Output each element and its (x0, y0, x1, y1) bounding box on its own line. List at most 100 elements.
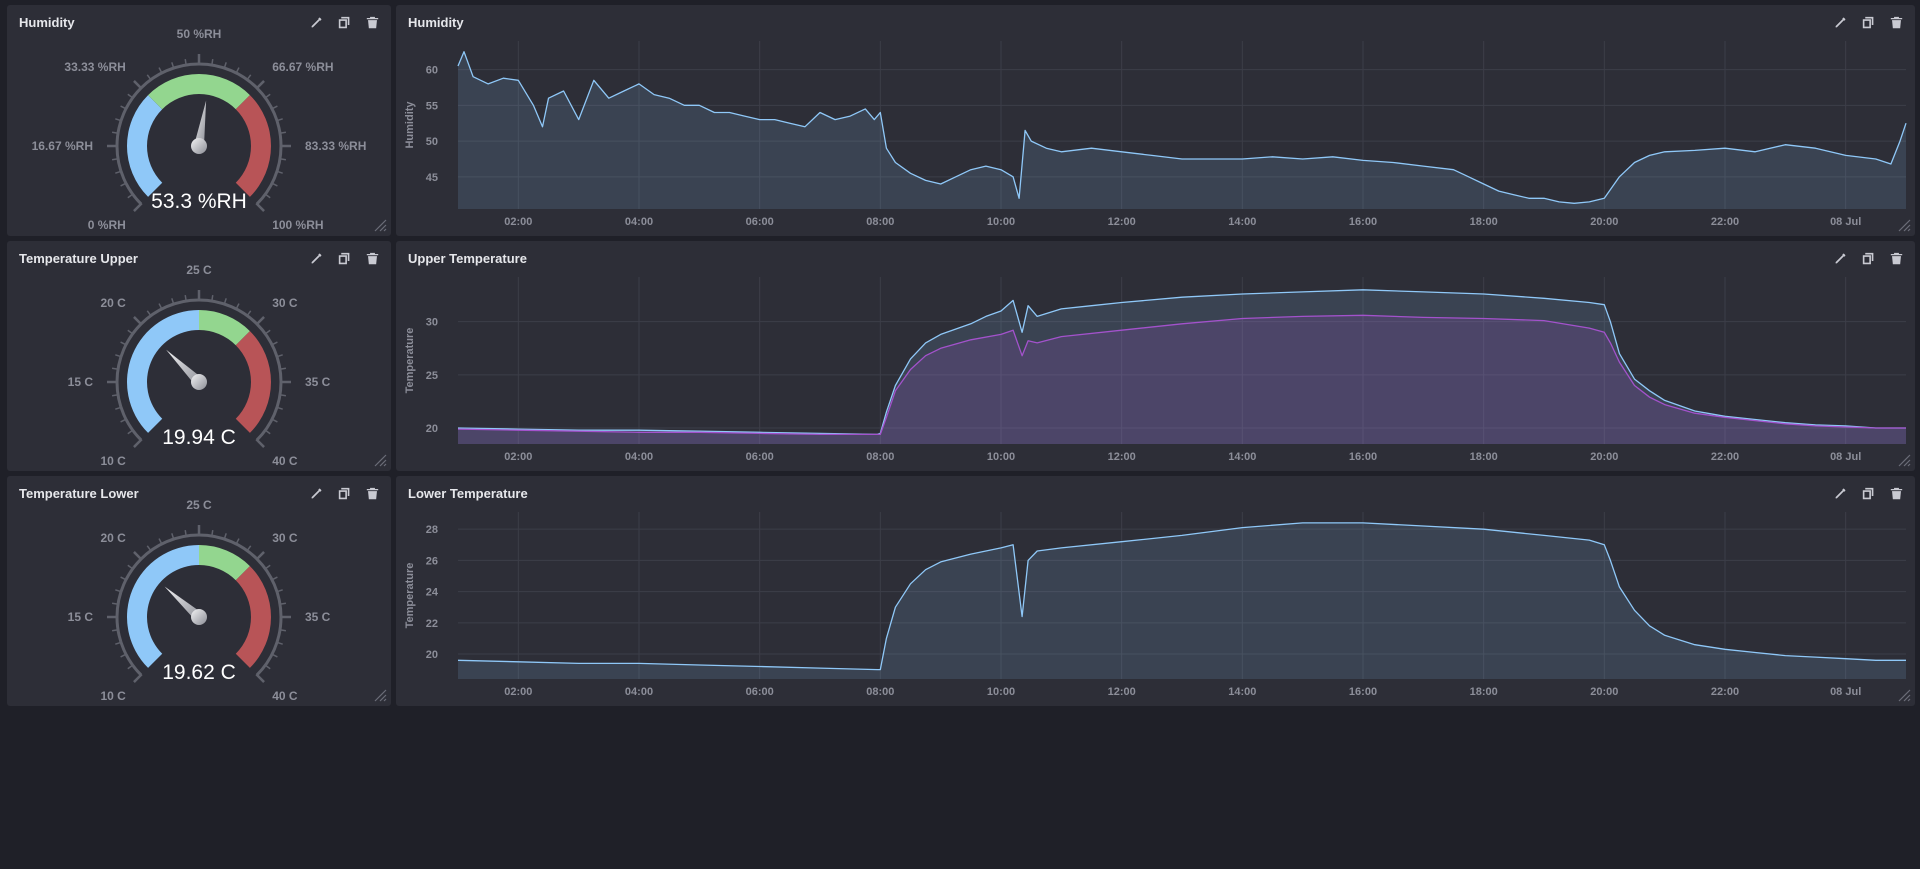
x-tick-label: 08 Jul (1830, 686, 1861, 698)
chart-grid (458, 512, 1906, 679)
x-tick-label: 10:00 (987, 451, 1015, 463)
minor-tick (223, 533, 227, 541)
gauge-band (235, 331, 271, 433)
x-tick-label: 18:00 (1470, 216, 1498, 228)
minor-tick (278, 393, 287, 397)
gauge-value: 53.3 %RH (151, 190, 247, 213)
minor-tick (184, 529, 188, 538)
resize-handle[interactable] (1897, 453, 1911, 467)
minor-tick (264, 93, 271, 99)
pencil-icon (1835, 253, 1846, 264)
gauge-band (127, 310, 199, 433)
gauge-scale-label: 0 %RH (88, 218, 126, 232)
delete-button[interactable] (364, 14, 381, 31)
minor-tick (120, 105, 128, 110)
minor-tick (127, 329, 134, 335)
trash-icon (366, 16, 379, 29)
minor-tick (171, 298, 175, 306)
resize-handle[interactable] (1897, 688, 1911, 702)
duplicate-button[interactable] (1860, 250, 1877, 267)
delete-button[interactable] (1888, 14, 1905, 31)
edit-button[interactable] (1832, 250, 1849, 267)
resize-handle[interactable] (373, 453, 387, 467)
gauge-hub (191, 138, 207, 154)
chart-panel-humidity: Humidity 02:00 04:00 06:00 08:00 10:00 12:00 1… (396, 5, 1915, 236)
x-tick-label: 08:00 (866, 686, 894, 698)
minor-tick (270, 341, 278, 346)
x-tick-label: 22:00 (1711, 686, 1739, 698)
x-tick-label: 10:00 (987, 686, 1015, 698)
duplicate-button[interactable] (336, 14, 353, 31)
trash-icon (1890, 487, 1903, 500)
x-tick-label: 10:00 (987, 216, 1015, 228)
edit-button[interactable] (308, 14, 325, 31)
x-tick-label: 14:00 (1228, 686, 1256, 698)
minor-tick (146, 74, 152, 81)
duplicate-button[interactable] (336, 485, 353, 502)
trash-icon (1890, 16, 1903, 29)
delete-button[interactable] (364, 485, 381, 502)
y-tick-label: 25 (426, 370, 438, 382)
gauge-scale-label: 10 C (100, 689, 126, 703)
minor-tick (270, 105, 278, 110)
panel-title: Temperature Lower (19, 486, 139, 501)
duplicate-icon (1862, 487, 1874, 500)
minor-tick (275, 406, 283, 410)
minor-tick (115, 589, 123, 593)
minor-tick (235, 303, 240, 311)
duplicate-button[interactable] (1860, 14, 1877, 31)
delete-button[interactable] (1888, 250, 1905, 267)
gauge-value: 19.94 C (162, 426, 236, 449)
edit-button[interactable] (1832, 485, 1849, 502)
y-tick-label: 45 (426, 172, 438, 184)
minor-tick (210, 294, 214, 303)
gauge-scale-label: 40 C (272, 454, 298, 468)
duplicate-icon (338, 487, 350, 500)
edit-button[interactable] (308, 485, 325, 502)
minor-tick (275, 641, 283, 645)
gauge-scale-label: 30 C (272, 531, 298, 545)
duplicate-button[interactable] (336, 250, 353, 267)
minor-tick (264, 429, 271, 435)
delete-button[interactable] (364, 250, 381, 267)
gauge-scale-label: 83.33 %RH (305, 139, 366, 153)
series-area (458, 51, 1906, 210)
resize-handle[interactable] (373, 218, 387, 232)
edit-button[interactable] (1832, 14, 1849, 31)
edit-button[interactable] (308, 250, 325, 267)
minor-tick (127, 193, 134, 199)
y-tick-label: 55 (426, 100, 438, 112)
gauge-scale-label: 30 C (272, 296, 298, 310)
major-tick (255, 80, 265, 90)
delete-button[interactable] (1888, 485, 1905, 502)
duplicate-button[interactable] (1860, 485, 1877, 502)
minor-tick (115, 170, 123, 174)
x-tick-label: 06:00 (746, 451, 774, 463)
panel-actions (308, 485, 381, 502)
gauge-panel-humidity: Humidity 0 %RH 16.67 %RH 33.33 %RH 50 %RH 66… (7, 5, 391, 236)
series-area (458, 522, 1906, 679)
duplicate-icon (338, 252, 350, 265)
panel-actions (308, 14, 381, 31)
minor-tick (111, 602, 120, 606)
minor-tick (127, 429, 134, 435)
minor-tick (120, 182, 128, 187)
series-area (458, 289, 1906, 444)
minor-tick (264, 329, 271, 335)
x-tick-label: 12:00 (1108, 686, 1136, 698)
resize-handle[interactable] (1897, 218, 1911, 232)
trash-icon (1890, 252, 1903, 265)
minor-tick (275, 170, 283, 174)
minor-tick (115, 641, 123, 645)
minor-tick (210, 529, 214, 538)
minor-tick (115, 118, 123, 122)
major-tick (133, 80, 143, 90)
minor-tick (223, 298, 227, 306)
gauge-scale-label: 35 C (305, 375, 331, 389)
minor-tick (210, 58, 214, 67)
gauge-scale-label: 33.33 %RH (64, 60, 125, 74)
resize-handle[interactable] (373, 688, 387, 702)
gauge-needle (194, 100, 207, 147)
series-line (457, 522, 1906, 671)
minor-tick (171, 62, 175, 70)
